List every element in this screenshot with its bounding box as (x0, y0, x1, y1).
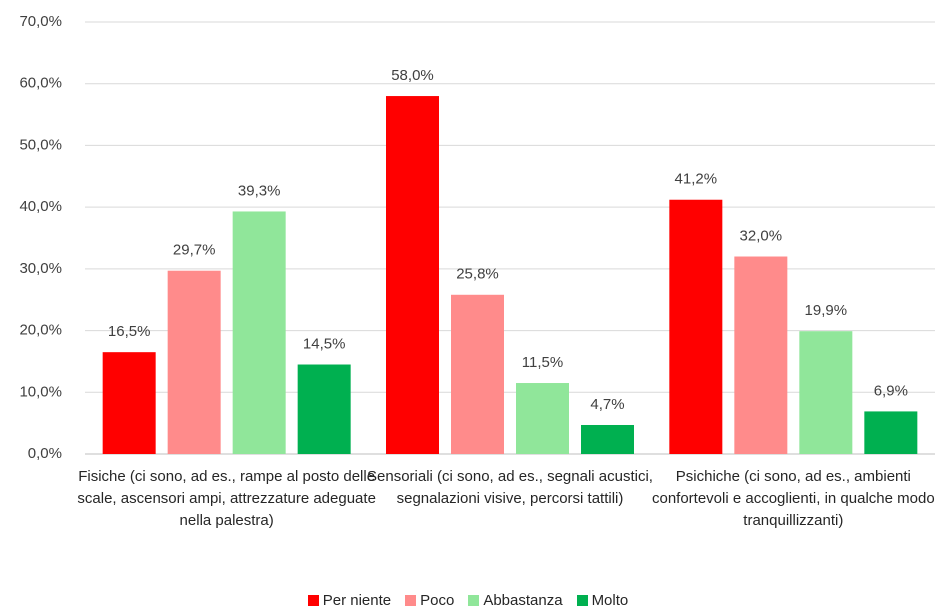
data-label: 6,9% (874, 382, 908, 399)
legend-label: Molto (591, 592, 629, 609)
bar (451, 294, 504, 454)
bar (386, 96, 439, 455)
bar (581, 424, 634, 454)
y-tick-label: 10,0% (19, 383, 62, 400)
y-tick-label: 30,0% (19, 260, 62, 277)
data-label: 32,0% (740, 227, 783, 244)
legend-swatch (468, 595, 480, 606)
legend-item: Molto (576, 592, 629, 609)
legend-swatch (405, 595, 417, 606)
data-label: 4,7% (590, 396, 624, 413)
bar (167, 270, 221, 454)
x-tick-label: Psichiche (ci sono, ad es., ambienti con… (651, 468, 935, 529)
data-label: 11,5% (522, 354, 563, 371)
data-label: 25,8% (456, 266, 499, 283)
legend-label: Per niente (322, 592, 392, 609)
x-tick-label: Sensoriali (ci sono, ad es., segnali acu… (367, 468, 653, 507)
bar (516, 383, 569, 454)
data-label: 14,5% (303, 335, 346, 352)
legend-item: Per niente (307, 592, 392, 609)
data-label: 39,3% (238, 182, 281, 199)
bar (799, 331, 853, 454)
bar (864, 411, 918, 454)
legend-swatch (307, 595, 319, 606)
data-label: 19,9% (805, 302, 848, 319)
legend-swatch (576, 595, 588, 606)
y-tick-label: 50,0% (19, 136, 62, 153)
data-label: 41,2% (675, 171, 718, 188)
legend-item: Poco (405, 592, 454, 609)
x-tick-label: Fisiche (ci sono, ad es., rampe al posto… (77, 468, 376, 529)
legend-label: Abbastanza (483, 592, 563, 609)
data-label: 29,7% (173, 242, 216, 259)
y-tick-label: 40,0% (19, 198, 62, 215)
bar (232, 211, 286, 454)
bar (669, 199, 723, 454)
y-tick-label: 70,0% (19, 13, 62, 30)
bar (734, 256, 788, 454)
bar (102, 352, 156, 454)
legend: Per niente Poco Abbastanza Molto (0, 592, 936, 609)
y-tick-label: 0,0% (28, 445, 62, 462)
legend-item: Abbastanza (468, 592, 563, 609)
data-label: 58,0% (391, 67, 434, 84)
y-tick-label: 20,0% (19, 322, 62, 339)
bar (297, 364, 351, 454)
data-label: 16,5% (108, 323, 151, 340)
y-tick-label: 60,0% (19, 75, 62, 92)
legend-label: Poco (420, 592, 455, 609)
